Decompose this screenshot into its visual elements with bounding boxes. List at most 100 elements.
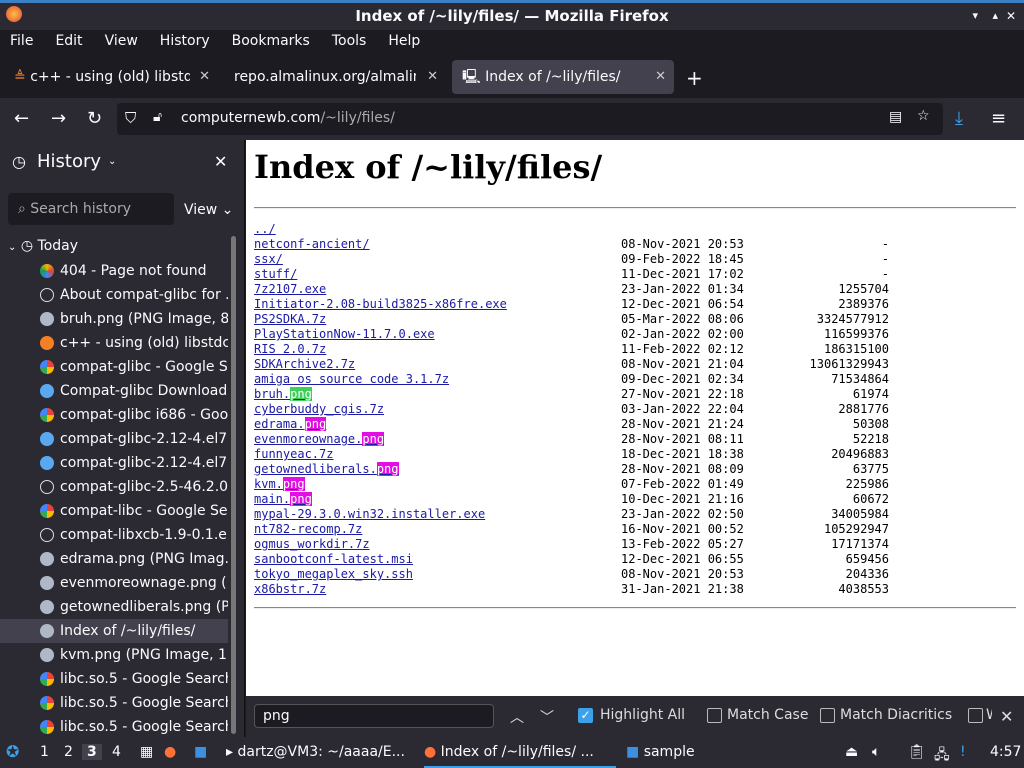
network-icon[interactable]: 🖧 — [934, 747, 950, 763]
folder-launcher-icon[interactable]: ■ — [194, 744, 208, 760]
forward-button[interactable]: → — [51, 108, 67, 129]
view-button[interactable]: View ⌄ — [184, 202, 234, 218]
workspace-2[interactable]: 2 — [64, 744, 73, 760]
find-input[interactable]: png — [254, 704, 494, 728]
history-item[interactable]: compat-glibc i686 - Goo... — [40, 403, 228, 427]
whole-words-checkbox[interactable] — [968, 708, 983, 723]
history-item[interactable]: libc.so.5 - Google Search — [40, 667, 228, 691]
task-sample[interactable]: ■ sample — [626, 744, 695, 760]
file-link[interactable]: ogmus_workdir.7z — [254, 537, 370, 551]
minimize-button[interactable]: ▾ — [972, 9, 978, 22]
bookmark-star-icon[interactable]: ☆ — [917, 108, 930, 124]
notification-icon[interactable]: ! — [960, 744, 966, 760]
close-findbar-button[interactable]: ✕ — [1000, 707, 1014, 726]
file-link[interactable]: ssx/ — [254, 252, 283, 266]
file-link[interactable]: main.png — [254, 492, 312, 506]
history-item[interactable]: c++ - using (old) libstdc... — [40, 331, 228, 355]
menu-file[interactable]: File — [10, 33, 34, 49]
file-link[interactable]: tokyo_megaplex_sky.ssh — [254, 567, 413, 581]
close-tab-icon[interactable]: ✕ — [199, 69, 210, 84]
workspace-1[interactable]: 1 — [40, 744, 49, 760]
close-tab-icon[interactable]: ✕ — [655, 69, 666, 84]
file-link[interactable]: cyberbuddy_cgis.7z — [254, 402, 385, 416]
clipboard-icon[interactable]: 📋︎ — [908, 744, 926, 760]
file-link[interactable]: 7z2107.exe — [254, 282, 327, 296]
task-firefox[interactable]: ● Index of /~lily/files/ ... — [424, 737, 616, 768]
sidebar-scrollbar[interactable] — [231, 236, 236, 734]
history-item[interactable]: compat-libc - Google Se... — [40, 499, 228, 523]
file-link[interactable]: edrama.png — [254, 417, 327, 431]
history-item[interactable]: Index of /~lily/files/ — [0, 619, 228, 643]
history-item[interactable]: compat-glibc-2.5-46.2.0... — [40, 475, 228, 499]
eject-icon[interactable]: ⏏ — [845, 744, 859, 760]
menu-view[interactable]: View — [104, 33, 138, 49]
menu-history[interactable]: History — [159, 33, 210, 49]
file-link[interactable]: bruh.png — [254, 387, 312, 401]
find-previous-button[interactable]: ︿ — [510, 710, 524, 726]
history-item[interactable]: compat-glibc - Google S... — [40, 355, 228, 379]
close-tab-icon[interactable]: ✕ — [427, 69, 438, 84]
history-item[interactable]: compat-glibc-2.12-4.el7... — [40, 451, 228, 475]
file-link[interactable]: RIS 2.0.7z — [254, 342, 327, 356]
tab-index-files[interactable]: 🖳 Index of /~lily/files/ ✕ — [452, 60, 674, 94]
close-window-button[interactable]: ✕ — [1005, 9, 1016, 23]
file-link[interactable]: funnyeac.7z — [254, 447, 334, 461]
app-menu-icon[interactable]: ≡ — [991, 108, 1007, 129]
highlight-all-checkbox[interactable]: ✓ — [578, 708, 593, 723]
history-item[interactable]: kvm.png (PNG Image, 1... — [40, 643, 228, 667]
firefox-launcher-icon[interactable]: ● — [164, 744, 177, 760]
tab-almalinux[interactable]: repo.almalinux.org/almalinux ✕ — [224, 60, 446, 94]
close-sidebar-button[interactable]: ✕ — [214, 152, 228, 171]
start-menu-icon[interactable]: ✪ — [6, 742, 20, 761]
file-link[interactable]: Initiator-2.08-build3825-x86fre.exe — [254, 297, 507, 311]
chevron-down-icon[interactable]: ⌄ — [108, 156, 117, 167]
file-link[interactable]: PS2SDKA.7z — [254, 312, 327, 326]
tab-stackoverflow[interactable]: ≜ c++ - using (old) libstdc++ ✕ — [4, 60, 218, 94]
reload-button[interactable]: ↻ — [87, 108, 103, 129]
shield-icon[interactable]: ⛉ — [125, 109, 137, 127]
menu-edit[interactable]: Edit — [55, 33, 83, 49]
clock[interactable]: 4:57 — [990, 744, 1022, 760]
workspace-3[interactable]: 3 — [82, 744, 102, 760]
history-item[interactable]: bruh.png (PNG Image, 8... — [40, 307, 228, 331]
workspace-4[interactable]: 4 — [112, 744, 121, 760]
match-case-checkbox[interactable] — [707, 708, 722, 723]
downloads-icon[interactable]: ⤓ — [955, 108, 963, 129]
history-item[interactable]: Compat-glibc Download ... — [40, 379, 228, 403]
history-item[interactable]: About compat-glibc for ... — [40, 283, 228, 307]
history-item[interactable]: 404 - Page not found — [40, 259, 228, 283]
maximize-button[interactable]: ▴ — [992, 9, 998, 22]
group-today[interactable]: ⌄ ◷ Today — [8, 238, 78, 254]
new-tab-button[interactable]: + — [686, 66, 703, 90]
back-button[interactable]: ← — [14, 108, 30, 129]
file-link[interactable]: nt782-recomp.7z — [254, 522, 363, 536]
match-diacritics-checkbox[interactable] — [820, 708, 835, 723]
volume-icon[interactable]: 🔈︎ — [872, 744, 881, 760]
file-link[interactable]: mypal-29.3.0.win32.installer.exe — [254, 507, 486, 521]
reader-view-icon[interactable]: ▤ — [889, 109, 903, 125]
file-link[interactable]: evenmoreownage.png — [254, 432, 385, 446]
file-link[interactable]: x86bstr.7z — [254, 582, 327, 596]
menu-help[interactable]: Help — [388, 33, 421, 49]
file-link[interactable]: netconf-ancient/ — [254, 237, 370, 251]
history-item[interactable]: compat-libxcb-1.9-0.1.el... — [40, 523, 228, 547]
history-item[interactable]: libc.so.5 - Google Search — [40, 715, 228, 739]
history-item[interactable]: edrama.png (PNG Imag... — [40, 547, 228, 571]
file-link[interactable]: getownedliberals.png — [254, 462, 399, 476]
file-link[interactable]: sanbootconf-latest.msi — [254, 552, 413, 566]
history-item[interactable]: getownedliberals.png (P... — [40, 595, 228, 619]
file-link[interactable]: ../ — [254, 222, 276, 236]
history-item[interactable]: libc.so.5 - Google Search — [40, 691, 228, 715]
find-next-button[interactable]: ﹀ — [540, 710, 554, 726]
file-link[interactable]: PlayStationNow-11.7.0.exe — [254, 327, 435, 341]
menu-bookmarks[interactable]: Bookmarks — [231, 33, 310, 49]
history-item[interactable]: evenmoreownage.png (... — [40, 571, 228, 595]
url-bar[interactable]: ⛉ 🔓︎ computernewb.com/~lily/files/ ▤ ☆ — [117, 103, 943, 135]
file-link[interactable]: stuff/ — [254, 267, 298, 281]
lock-insecure-icon[interactable]: 🔓︎ — [153, 109, 163, 125]
history-item[interactable]: compat-glibc-2.12-4.el7... — [40, 427, 228, 451]
file-link[interactable]: kvm.png — [254, 477, 305, 491]
task-terminal[interactable]: ▸ dartz@VM3: ~/aaaa/E... — [226, 744, 416, 760]
file-link[interactable]: SDKArchive2.7z — [254, 357, 356, 371]
menu-tools[interactable]: Tools — [331, 33, 367, 49]
